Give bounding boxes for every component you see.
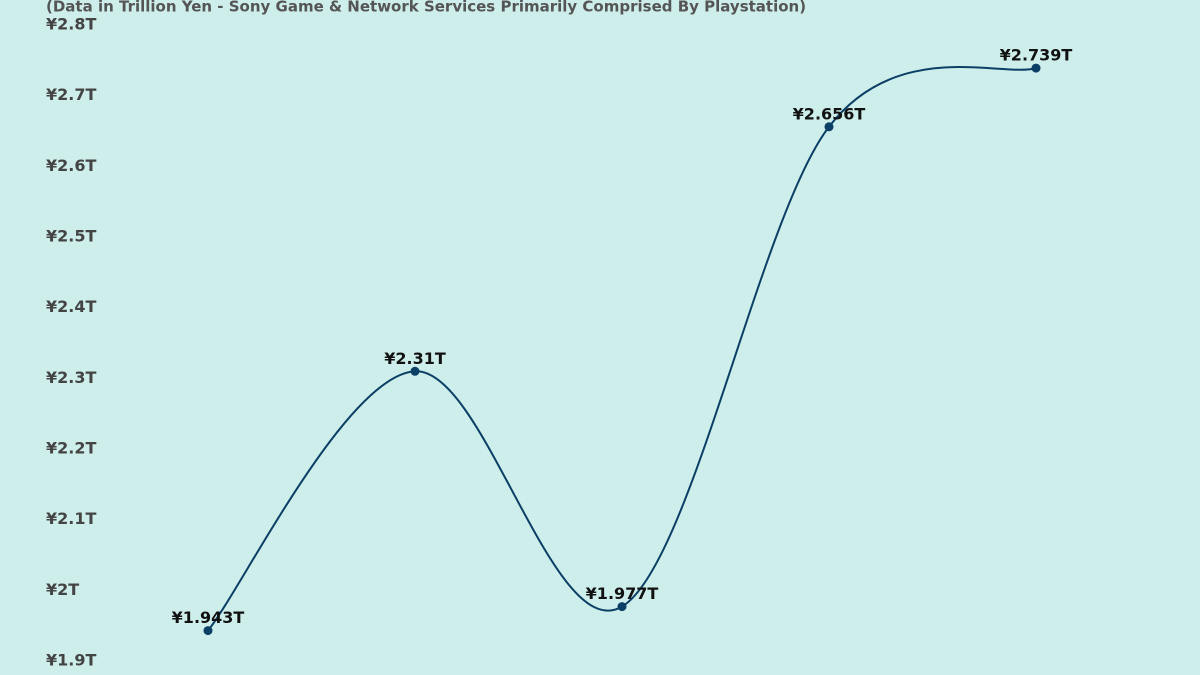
y-tick-label: ¥1.9T <box>46 651 96 670</box>
value-label: ¥1.977T <box>586 584 659 603</box>
y-tick-label: ¥2T <box>46 580 79 599</box>
value-label: ¥1.943T <box>172 608 245 627</box>
point <box>410 366 420 376</box>
value-label: ¥2.656T <box>793 104 866 123</box>
y-tick-label: ¥2.7T <box>46 85 96 104</box>
point <box>617 602 627 612</box>
y-tick-label: ¥2.4T <box>46 297 96 316</box>
value-label: ¥2.739T <box>1000 46 1073 65</box>
y-tick-label: ¥2.3T <box>46 368 96 387</box>
y-tick-label: ¥2.5T <box>46 227 96 246</box>
point <box>203 626 213 636</box>
line <box>207 66 1037 632</box>
point <box>1031 63 1041 73</box>
y-tick-label: ¥2.6T <box>46 156 96 175</box>
y-tick-label: ¥2.1T <box>46 509 96 528</box>
chart-subtitle: (Data in Trillion Yen - Sony Game & Netw… <box>46 0 806 16</box>
point <box>824 122 834 132</box>
y-tick-label: ¥2.8T <box>46 15 96 34</box>
y-tick-label: ¥2.2T <box>46 439 96 458</box>
value-label: ¥2.31T <box>384 349 446 368</box>
